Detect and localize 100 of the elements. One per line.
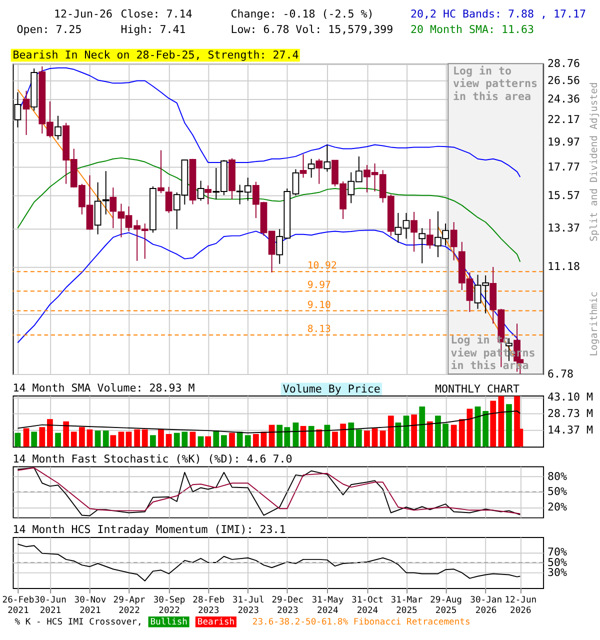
- candlestick: [418, 228, 426, 264]
- line-series: [17, 410, 521, 434]
- bar: [55, 432, 61, 447]
- candlestick: [316, 158, 323, 184]
- y-tick-label: 26.56: [547, 74, 580, 88]
- bar: [142, 429, 148, 447]
- chart-title: 14 Month HCS Intraday Momentum (IMI): 23.1: [12, 523, 286, 536]
- text: Logarithmic: [589, 291, 600, 356]
- x-tick-label: 31-May 2024: [312, 595, 344, 616]
- bar: [70, 432, 77, 447]
- x-tick-label: 29-Aug 2025: [430, 595, 462, 616]
- candlestick: [410, 211, 418, 252]
- candlestick: [308, 158, 315, 178]
- bar: [332, 432, 338, 447]
- y-tick-label: 28.76: [547, 57, 580, 70]
- text: 23.6-38.2-50-61.8% Fibonacci Retracements: [252, 617, 470, 628]
- bar: [411, 414, 417, 447]
- bar: [86, 429, 93, 447]
- ref-line-label: 10.92: [307, 260, 337, 272]
- y-tick-label: 24.36: [547, 92, 580, 106]
- chart-title: 14 Month Fast Stochastic (%K) (%D): 4.6 7.0: [12, 452, 292, 466]
- x-tick-label: 26-Feb 2021: [2, 595, 34, 616]
- chart-title: 14 Month SMA Volume: 28.93 M: [12, 382, 196, 395]
- bar: [134, 429, 140, 447]
- ref-line-label: 8.13: [307, 324, 332, 336]
- candlestick: [324, 144, 331, 172]
- band-label: Log in to view patterns in this area: [453, 64, 538, 103]
- text: 20,2 HC Bands: 7.88 , 17.17: [410, 7, 586, 20]
- candlestick: [158, 150, 164, 194]
- bar: [110, 435, 116, 447]
- bar: [403, 416, 410, 447]
- text: Volume By Price: [282, 382, 380, 396]
- text: Bearish: [197, 617, 235, 628]
- text: High: 7.41: [120, 23, 186, 36]
- x-tick-label: 30-Nov 2021: [74, 595, 106, 616]
- bar: [348, 422, 354, 447]
- x-tick-label: 30-Jan 2026: [470, 595, 502, 616]
- text: Change: -0.18 (-2.5 %): [230, 7, 374, 20]
- bar: [166, 434, 172, 447]
- bar: [506, 404, 512, 447]
- text: 12-Jun-26: [54, 7, 113, 20]
- text: Bullish: [150, 617, 188, 628]
- candlestick: [54, 115, 62, 140]
- bar: [308, 426, 314, 447]
- x-tick-label: 12-Jun 2026: [504, 595, 537, 616]
- bar: [63, 421, 70, 447]
- candlestick: [165, 186, 172, 214]
- line-series: [17, 544, 521, 582]
- candlestick: [197, 180, 204, 202]
- bar: [213, 430, 220, 447]
- bar: [450, 424, 457, 447]
- x-tick-label: 30-Sep 2022: [153, 595, 186, 616]
- bar: [252, 434, 259, 447]
- text: Vol: 15,579,399: [296, 23, 394, 36]
- candlestick: [450, 222, 458, 261]
- y-tick-label: 17.77: [547, 160, 580, 174]
- bar: [118, 432, 124, 447]
- candlestick: [94, 182, 102, 235]
- bar: [316, 429, 322, 447]
- y-tick-label: 28.73 M: [547, 407, 594, 420]
- text: Bearish In Neck on 28-Feb-25, Strength: 27.4: [12, 48, 299, 62]
- bar: [490, 400, 496, 447]
- bar: [39, 427, 46, 447]
- candlestick: [300, 154, 307, 178]
- y-tick-label: 80%: [547, 470, 568, 483]
- y-tick-label: 19.97: [547, 135, 580, 148]
- bar: [372, 428, 378, 447]
- x-tick-label: 29-Dec 2023: [272, 595, 304, 616]
- bar: [158, 429, 164, 447]
- bar: [190, 432, 196, 447]
- candlestick: [426, 218, 434, 250]
- y-tick-label: 22.17: [547, 112, 580, 126]
- bar: [47, 419, 53, 447]
- text: Close: 7.14: [120, 7, 192, 20]
- bar: [482, 411, 489, 447]
- bar: [14, 432, 21, 447]
- bar: [205, 436, 212, 447]
- bar: [474, 406, 481, 447]
- candlestick: [292, 168, 300, 196]
- x-tick-label: 31-Oct 2024: [352, 595, 384, 616]
- text: Split and Dividend Adjusted: [589, 82, 600, 242]
- y-tick-label: 13.37: [547, 222, 580, 235]
- bar: [340, 424, 346, 447]
- y-tick-label: 50%: [547, 485, 568, 498]
- text: MONTHLY CHART: [435, 382, 520, 396]
- bar: [94, 430, 101, 447]
- bar: [23, 428, 30, 447]
- candlestick: [22, 90, 30, 136]
- bar: [244, 435, 251, 447]
- ref-line-label: 9.97: [307, 280, 332, 292]
- candlestick: [204, 184, 212, 205]
- text: 20 Month SMA: 11.63: [410, 23, 534, 36]
- y-tick-label: 43.10 M: [547, 390, 594, 404]
- bar: [395, 422, 402, 447]
- x-tick-label: 31-Mar 2025: [390, 595, 423, 616]
- bar: [198, 436, 204, 447]
- y-tick-label: 14.37 M: [547, 424, 594, 437]
- x-tick-label: 30-Jun 2021: [34, 595, 66, 616]
- y-tick-label: 6.78: [547, 367, 574, 380]
- bar: [419, 406, 426, 447]
